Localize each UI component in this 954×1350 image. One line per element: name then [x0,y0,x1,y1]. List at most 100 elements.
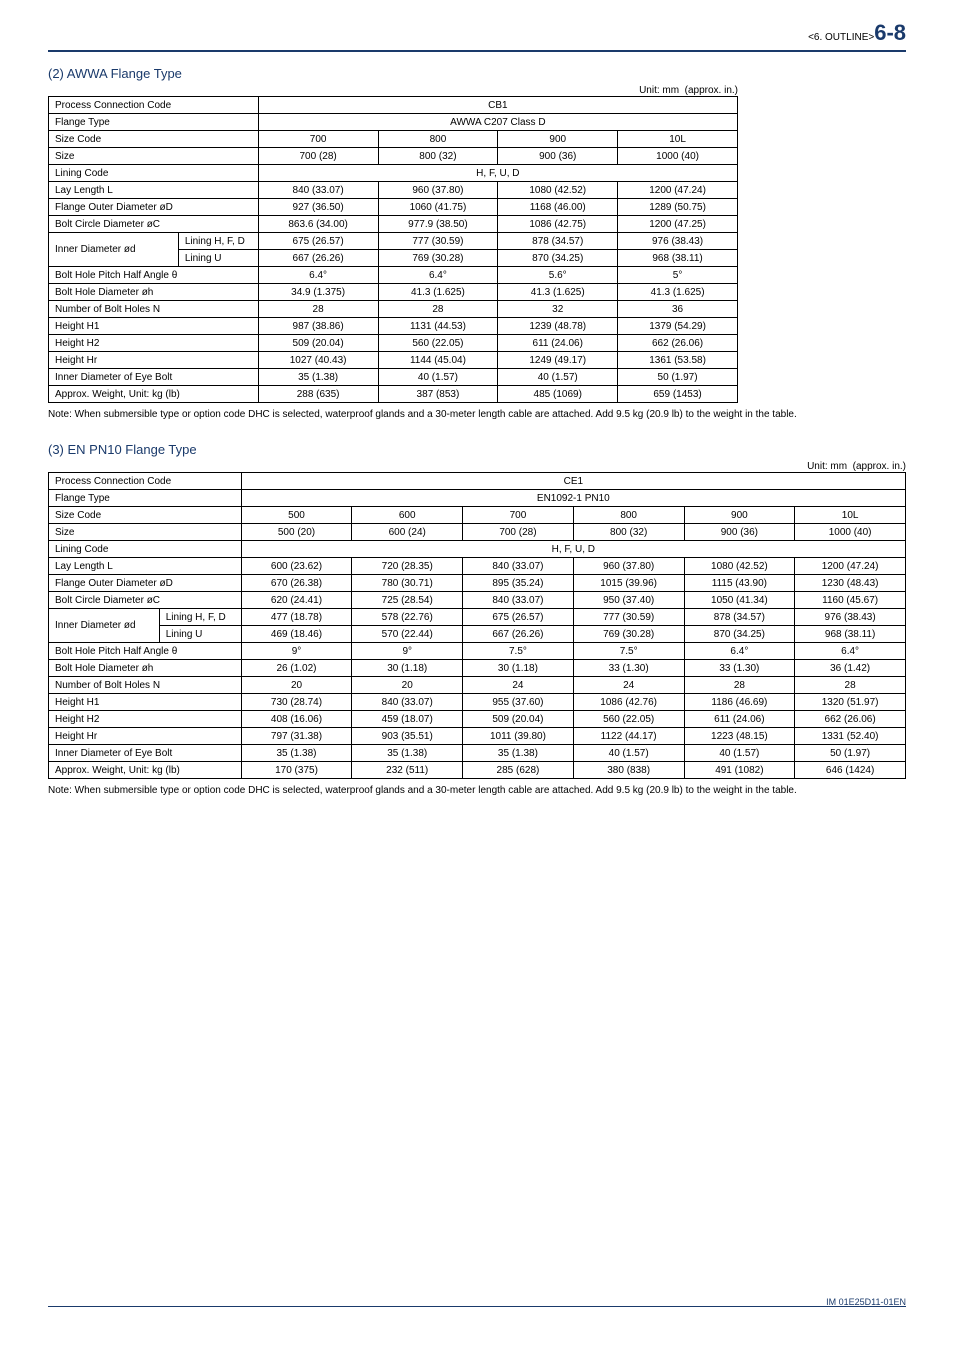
cell: 34.9 (1.375) [258,284,378,301]
cell: 600 (23.62) [241,558,352,575]
cell: 870 (34.25) [684,626,795,643]
cell: 6.4° [258,267,378,284]
cell: 1086 (42.75) [498,216,618,233]
cell: Height H1 [49,318,259,335]
cell: 35 (1.38) [258,369,378,386]
cell: 662 (26.06) [618,335,738,352]
cell: 408 (16.06) [241,711,352,728]
cell: 30 (1.18) [463,660,574,677]
cell: 1015 (39.96) [573,575,684,592]
cell: 26 (1.02) [241,660,352,677]
cell: 1011 (39.80) [463,728,574,745]
cell: 1200 (47.24) [795,558,906,575]
cell: 509 (20.04) [258,335,378,352]
cell: 1200 (47.25) [618,216,738,233]
cell: 40 (1.57) [498,369,618,386]
cell: Height H2 [49,711,242,728]
cell: 36 (1.42) [795,660,906,677]
cell: 1060 (41.75) [378,199,498,216]
cell: 976 (38.43) [795,609,906,626]
cell: 968 (38.11) [618,250,738,267]
cell: Lining H, F, D [159,609,241,626]
cell: 380 (838) [573,762,684,779]
cell: 469 (18.46) [241,626,352,643]
cell: Lining Code [49,541,242,558]
cell: 667 (26.26) [258,250,378,267]
cell: 777 (30.59) [378,233,498,250]
cell: 1080 (42.52) [684,558,795,575]
cell: 769 (30.28) [378,250,498,267]
cell: Lining U [178,250,258,267]
cell: Lining Code [49,165,259,182]
cell: Lining U [159,626,241,643]
unit-label: Unit: mm (approx. in.) [48,461,906,472]
cell: 950 (37.40) [573,592,684,609]
cell: Flange Type [49,114,259,131]
cell: 6.4° [378,267,498,284]
cell: 675 (26.57) [258,233,378,250]
cell: 500 [241,507,352,524]
cell: Flange Type [49,490,242,507]
section-title-awwa: (2) AWWA Flange Type [48,66,906,81]
cell: Inner Diameter ød [49,233,179,267]
note-text: Note: When submersible type or option co… [48,785,906,796]
cell: 878 (34.57) [498,233,618,250]
cell: 41.3 (1.625) [498,284,618,301]
cell: 33 (1.30) [573,660,684,677]
cell: 1200 (47.24) [618,182,738,199]
cell: 903 (35.51) [352,728,463,745]
cell: Lining H, F, D [178,233,258,250]
awwa-table: Process Connection CodeCB1 Flange TypeAW… [48,96,738,403]
cell: 670 (26.38) [241,575,352,592]
cell: 1320 (51.97) [795,694,906,711]
cell: 578 (22.76) [352,609,463,626]
cell: 659 (1453) [618,386,738,403]
cell: 1249 (49.17) [498,352,618,369]
cell: 1144 (45.04) [378,352,498,369]
cell: AWWA C207 Class D [258,114,737,131]
cell: 646 (1424) [795,762,906,779]
cell: 35 (1.38) [352,745,463,762]
cell: 968 (38.11) [795,626,906,643]
cell: 600 (24) [352,524,463,541]
cell: 20 [352,677,463,694]
cell: 232 (511) [352,762,463,779]
cell: 900 (36) [498,148,618,165]
cell: 1000 (40) [618,148,738,165]
cell: 20 [241,677,352,694]
cell: Height H2 [49,335,259,352]
cell: 700 [258,131,378,148]
cell: 720 (28.35) [352,558,463,575]
cell: 9° [241,643,352,660]
cell: 41.3 (1.625) [378,284,498,301]
cell: Approx. Weight, Unit: kg (lb) [49,386,259,403]
cell: 900 [498,131,618,148]
cell: 870 (34.25) [498,250,618,267]
cell: 900 [684,507,795,524]
cell: 35 (1.38) [463,745,574,762]
en-table: Process Connection CodeCE1 Flange TypeEN… [48,472,906,779]
cell: 459 (18.07) [352,711,463,728]
cell: 611 (24.06) [684,711,795,728]
cell: 1239 (48.78) [498,318,618,335]
cell: 5° [618,267,738,284]
cell: 600 [352,507,463,524]
cell: Flange Outer Diameter øD [49,575,242,592]
cell: 976 (38.43) [618,233,738,250]
cell: Lay Length L [49,558,242,575]
cell: Approx. Weight, Unit: kg (lb) [49,762,242,779]
cell: Process Connection Code [49,97,259,114]
cell: 40 (1.57) [684,745,795,762]
cell: 840 (33.07) [463,592,574,609]
cell: 387 (853) [378,386,498,403]
cell: 1331 (52.40) [795,728,906,745]
cell: 977.9 (38.50) [378,216,498,233]
cell: 1086 (42.76) [573,694,684,711]
cell: EN1092-1 PN10 [241,490,905,507]
chapter-label: <6. OUTLINE> [808,32,874,43]
cell: 24 [573,677,684,694]
cell: 24 [463,677,574,694]
cell: 1230 (48.43) [795,575,906,592]
cell: 960 (37.80) [573,558,684,575]
cell: 509 (20.04) [463,711,574,728]
